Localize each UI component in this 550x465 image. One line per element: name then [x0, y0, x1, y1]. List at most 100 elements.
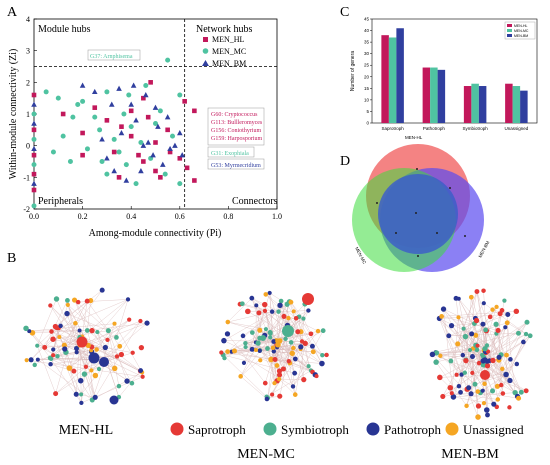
network-node [79, 400, 84, 405]
network-node [35, 357, 40, 362]
network-node [504, 320, 510, 326]
network-node [503, 325, 508, 330]
network-node [264, 396, 270, 402]
scatter-y-axis-label: Within-module connectivity (Zi) [8, 49, 19, 180]
network-node [467, 347, 473, 353]
network-node [253, 347, 259, 353]
network-node [268, 356, 274, 363]
network-node [449, 391, 454, 396]
network-edge [269, 292, 288, 305]
annotation-g31: G31: Exophiala [211, 151, 249, 157]
network-edge [221, 352, 289, 362]
point-men-bm [31, 101, 37, 107]
network-edge [275, 340, 322, 364]
venn-dot [416, 168, 418, 170]
network-edge [489, 341, 524, 361]
bar-axis-ticks: 0 5 10 15 20 25 30 35 40 45 [364, 17, 372, 126]
point-men-hl [31, 127, 37, 133]
network-node [481, 301, 486, 306]
network-node [314, 374, 319, 379]
annotation-g156: G156: Coniothyrium [211, 128, 262, 134]
point-men-hl [141, 159, 146, 164]
bar-legend-box [504, 21, 536, 40]
network-node [114, 335, 119, 340]
network-edge [74, 299, 109, 331]
network-node [221, 337, 227, 344]
point-men-mc [126, 92, 132, 98]
point-men-mc [75, 102, 81, 107]
legend-label-bm: MEN_BM [212, 59, 246, 68]
network-edge [486, 330, 522, 393]
network-node [480, 361, 487, 368]
bar-category-label: Saprotroph [381, 126, 404, 131]
bar-y-tick-label: 40 [364, 28, 370, 33]
network-node [138, 318, 143, 324]
network-edge [283, 316, 306, 344]
network-node [245, 308, 251, 315]
network-node [438, 353, 443, 358]
network-node [512, 389, 518, 396]
point-men-bm [145, 139, 152, 145]
network-node [284, 301, 290, 307]
network-node [306, 308, 311, 313]
network-edge [466, 390, 493, 407]
network-node [473, 317, 480, 324]
scatter-x-axis-label: Among-module connectivity (Pi) [89, 228, 222, 239]
network-node [283, 336, 288, 341]
x-tick-label: 0.0 [29, 212, 39, 221]
network-node [429, 351, 436, 358]
network-node [456, 384, 462, 389]
network-node [475, 414, 481, 420]
network-node [263, 327, 268, 332]
network-edge [87, 300, 120, 347]
legend-marker-mc [202, 48, 209, 54]
network-node [51, 353, 56, 358]
network-node [257, 348, 262, 353]
bar-y-tick-label: 5 [366, 109, 369, 114]
network-node [49, 329, 54, 334]
y-tick-label: 0 [26, 142, 30, 151]
network-node [482, 346, 488, 352]
y-tick-label: 2 [26, 78, 30, 87]
bar-y-tick-label: 30 [364, 51, 370, 56]
network-node [32, 362, 37, 368]
network-edge [242, 335, 253, 350]
point-men-bm [140, 142, 147, 148]
network-node [464, 403, 469, 409]
network-edge [432, 354, 527, 391]
network-node [73, 391, 79, 397]
point-men-hl [128, 108, 134, 114]
network-edge [440, 348, 474, 357]
point-men-mc [177, 92, 183, 98]
network-node [114, 354, 120, 359]
network-edge [448, 314, 508, 336]
point-men-bm [111, 168, 117, 174]
network-edge [277, 310, 309, 345]
network-edge [91, 320, 141, 371]
bar-men-hl [381, 35, 389, 123]
network-edge [223, 354, 268, 399]
venn-dot [449, 187, 451, 189]
network-edge [69, 299, 129, 369]
network-edge [455, 298, 463, 356]
network-node [500, 391, 506, 396]
network-edge [474, 374, 507, 385]
network-men-bm [429, 288, 533, 420]
network-node [496, 354, 502, 360]
network-edge [239, 304, 266, 312]
point-men-bm [99, 136, 105, 142]
point-men-hl [182, 99, 187, 104]
network-node [270, 392, 275, 397]
network-edge [74, 299, 88, 331]
annotation-g37: G37: Arnphisema [90, 54, 133, 60]
network-hub-node [109, 395, 119, 405]
network-node [118, 351, 125, 358]
bar-legend-swatch-mc [507, 29, 512, 32]
network-node [507, 377, 513, 384]
point-men-mc [67, 159, 73, 164]
point-men-mc [31, 162, 37, 168]
point-men-hl [177, 156, 183, 161]
network-node [280, 366, 286, 372]
network-node [74, 345, 79, 351]
network-node [66, 365, 73, 371]
